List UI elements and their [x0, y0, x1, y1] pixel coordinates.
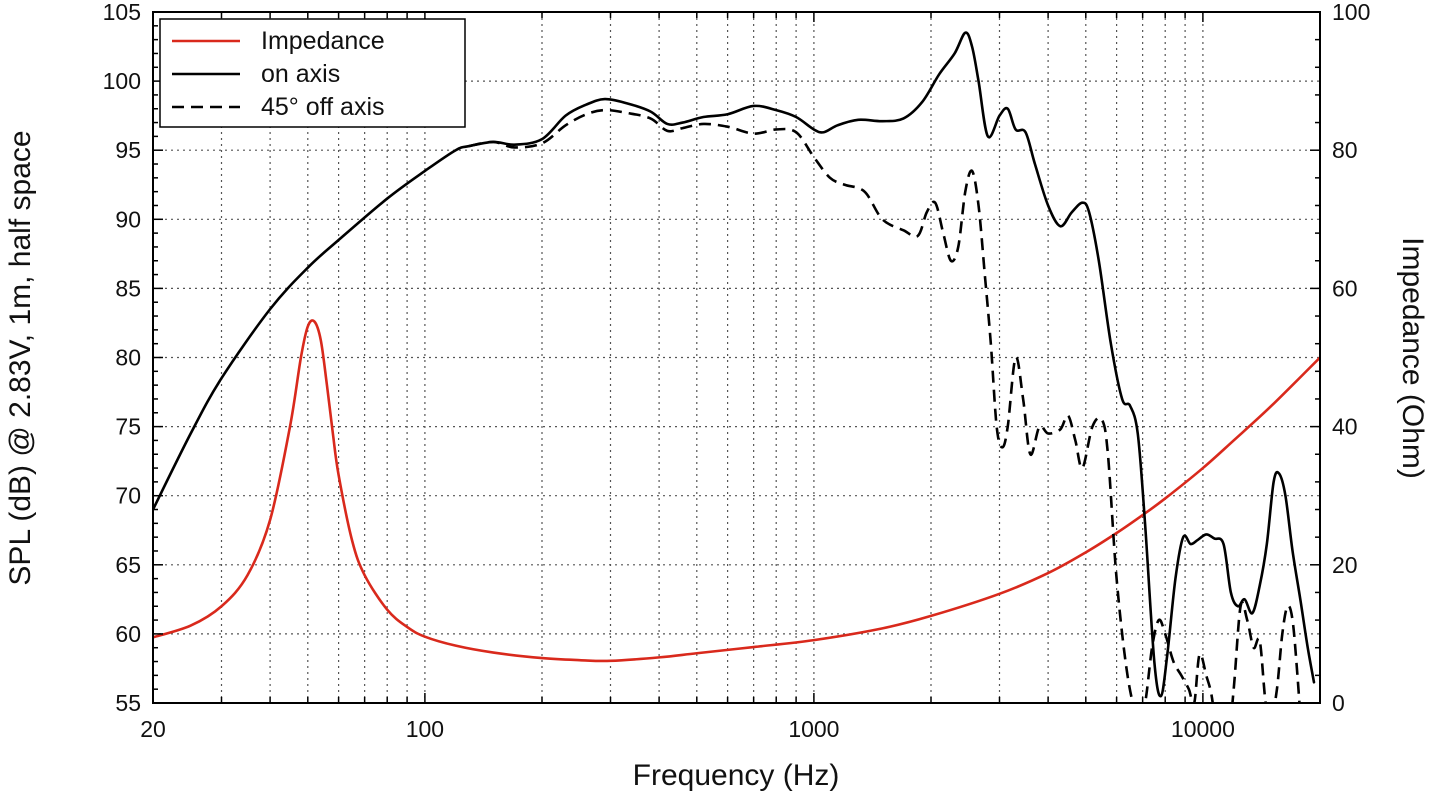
x-axis-tick-labels: 20 100 1000 10000 [140, 716, 1235, 742]
y-axis-title: SPL (dB) @ 2.83V, 1m, half space [4, 130, 37, 585]
y2-tick-label: 80 [1332, 137, 1358, 163]
y2-tick-label: 20 [1332, 552, 1358, 578]
y-tick-label: 60 [115, 621, 141, 647]
legend-label-on-axis: on axis [261, 60, 340, 88]
x-tick-label: 1000 [788, 716, 839, 742]
y-tick-label: 55 [115, 690, 141, 716]
y-tick-label: 90 [115, 206, 141, 232]
y-tick-label: 100 [103, 68, 141, 94]
x-tick-label: 100 [406, 716, 444, 742]
left-axis-tick-labels: 55 60 65 70 75 80 85 90 95 100 105 [103, 0, 141, 716]
y-tick-label: 75 [115, 414, 141, 440]
y2-tick-label: 100 [1332, 0, 1370, 25]
y2-tick-label: 40 [1332, 414, 1358, 440]
right-axis-tick-labels: 0 20 40 60 80 100 [1332, 0, 1370, 716]
x-tick-label: 20 [140, 716, 166, 742]
series-layer [153, 31, 1320, 703]
y-tick-label: 70 [115, 483, 141, 509]
x-axis-title: Frequency (Hz) [633, 759, 840, 792]
y-tick-label: 80 [115, 345, 141, 371]
y-tick-label: 85 [115, 275, 141, 301]
tick-marks [153, 11, 1320, 704]
y2-axis-title: Impedance (Ohm) [1396, 237, 1429, 479]
legend-label-impedance: Impedance [261, 27, 385, 55]
y-tick-label: 65 [115, 552, 141, 578]
grid [153, 12, 1320, 703]
series-impedance-line [153, 319, 1320, 663]
x-tick-label: 10000 [1171, 716, 1235, 742]
legend: Impedance on axis 45° off axis [159, 18, 466, 128]
series-on-axis-line [153, 31, 1316, 698]
y-tick-label: 105 [103, 0, 141, 25]
y-tick-label: 95 [115, 137, 141, 163]
series-off-axis-line [468, 108, 1301, 703]
y2-tick-label: 0 [1332, 690, 1345, 716]
y2-tick-label: 60 [1332, 275, 1358, 301]
legend-label-off-axis: 45° off axis [261, 93, 385, 121]
